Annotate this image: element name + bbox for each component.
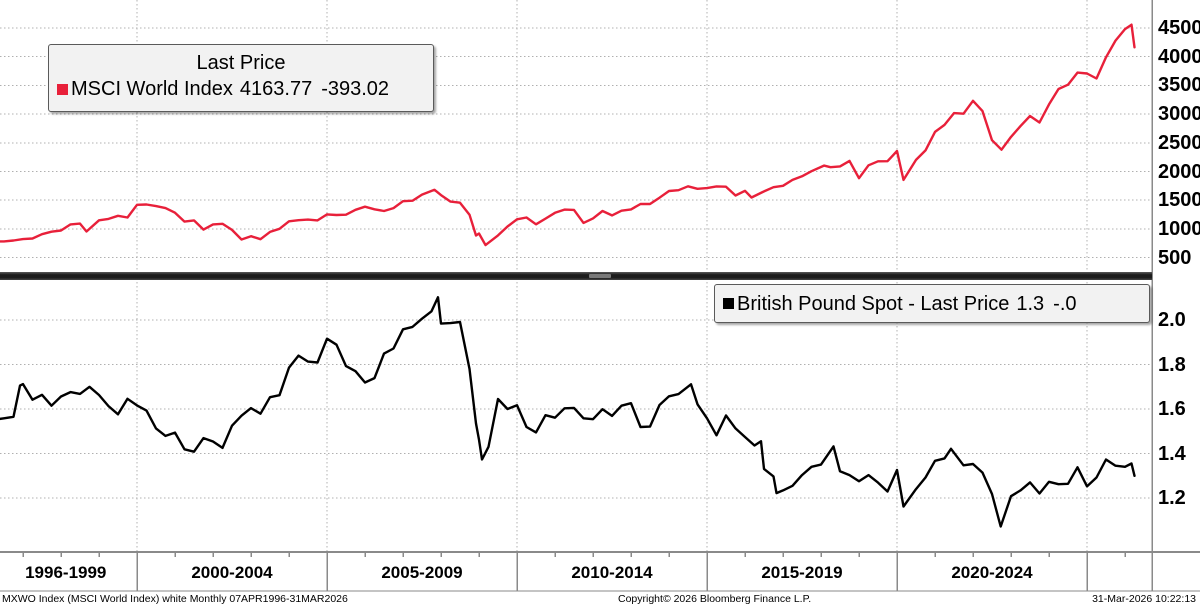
gbp-legend-box[interactable]: British Pound Spot - Last Price 1.3 -.0	[714, 284, 1150, 323]
legend-title: Last Price	[196, 52, 286, 74]
panel-divider[interactable]	[0, 272, 1152, 280]
pane-resize-grip-icon[interactable]	[589, 274, 611, 278]
x-axis-section-label: 2005-2009	[381, 563, 463, 582]
y-axis-tick-label: 4000	[1158, 45, 1200, 68]
x-axis-section-label: 2010-2014	[571, 563, 653, 582]
footer-bar: MXWO Index (MSCI World Index) white Mont…	[0, 592, 1200, 608]
x-axis-section-label: 1996-1999	[25, 563, 107, 582]
msci-price-line	[0, 23, 1136, 247]
footer-copyright: Copyright© 2026 Bloomberg Finance L.P.	[618, 593, 812, 605]
y-axis-tick-label: 4500	[1158, 17, 1200, 39]
y-axis-tick-label: 1.6	[1158, 398, 1186, 420]
y-axis-tick-label: 1500	[1158, 189, 1200, 212]
y-axis-tick-label: 3500	[1158, 74, 1200, 97]
x-axis-section-label: 2015-2019	[761, 563, 843, 582]
footer-timestamp: 31-Mar-2026 10:22:13	[1092, 593, 1196, 605]
y-axis-tick-label: 1.4	[1158, 442, 1186, 465]
y-axis-tick-label: 1.8	[1158, 353, 1186, 376]
gbp-series-marker-icon	[723, 298, 734, 309]
msci-legend-box[interactable]: Last Price MSCI World Index 4163.77 -393…	[48, 44, 434, 112]
y-axis-tick-label: 1.2	[1158, 487, 1186, 509]
y-axis-tick-label: 2500	[1158, 131, 1200, 154]
msci-series-marker-icon	[57, 83, 68, 95]
msci-series-label: MSCI World Index	[71, 78, 233, 100]
gbp-last-price: 1.3	[1016, 292, 1045, 315]
y-axis-tick-label: 1000	[1158, 217, 1200, 240]
y-axis-tick-label: 2000	[1158, 160, 1200, 183]
gbp-price-line	[0, 296, 1136, 528]
y-axis-tick-label: 3000	[1158, 103, 1200, 126]
gbp-change: -.0	[1053, 292, 1077, 315]
footer-security-description: MXWO Index (MSCI World Index) white Mont…	[2, 593, 348, 605]
y-axis-tick-label: 2.0	[1158, 309, 1186, 331]
gbp-series-label: British Pound Spot - Last Price	[737, 292, 1010, 315]
msci-change: -393.02	[321, 78, 390, 100]
x-axis-section-label: 2000-2004	[191, 563, 273, 582]
y-axis-tick-label: 500	[1158, 246, 1192, 269]
msci-last-price: 4163.77	[239, 78, 313, 100]
x-axis-section-label: 2020-2024	[951, 563, 1033, 582]
